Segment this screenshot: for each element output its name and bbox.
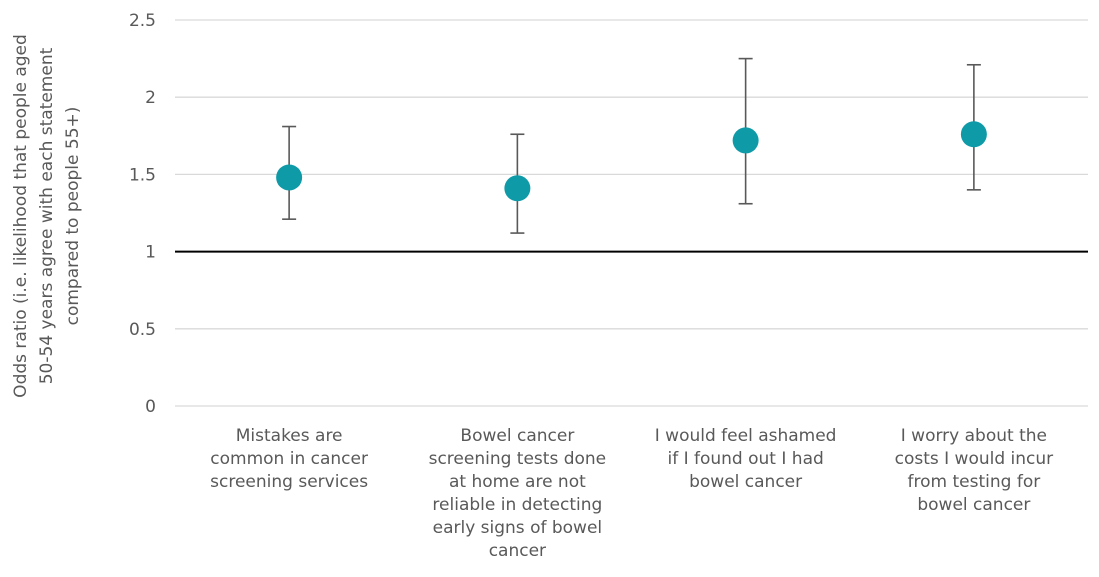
category-label-line: bowel cancer — [689, 472, 802, 492]
category-label-line: bowel cancer — [917, 495, 1030, 515]
category-label-line: from testing for — [908, 472, 1041, 492]
y-tick-label: 1 — [145, 243, 156, 263]
data-point — [732, 127, 759, 154]
x-axis-category-labels: Mistakes are common in cancer screening se… — [210, 426, 1053, 561]
category-label-line: early signs of bowel — [433, 518, 603, 538]
category-label-line: costs I would incur — [895, 449, 1054, 469]
data-points — [276, 121, 987, 202]
y-axis-title-line: Odds ratio (i.e. likelihood that people … — [11, 34, 31, 398]
y-axis-tick-labels: 0 0.5 1 1.5 2 2.5 — [129, 11, 156, 417]
data-point — [276, 164, 303, 191]
y-tick-label: 0.5 — [129, 320, 156, 340]
category-label-line: Mistakes are — [236, 426, 343, 446]
category-label-line: screening services — [210, 472, 368, 492]
y-tick-label: 2.5 — [129, 11, 156, 31]
y-axis-title-line: compared to people 55+) — [63, 107, 83, 326]
category-label-line: I would feel ashamed — [655, 426, 837, 446]
category-label-line: cancer — [489, 541, 546, 561]
category-label-line: at home are not — [449, 472, 586, 492]
data-point — [504, 175, 531, 202]
category-label-line: common in cancer — [210, 449, 368, 469]
category-label-line: Bowel cancer — [460, 426, 574, 446]
gridlines — [175, 19, 1088, 407]
category-label-line: I worry about the — [901, 426, 1047, 446]
y-axis-title-line: 50-54 years agree with each statement — [37, 47, 57, 384]
y-tick-label: 2 — [145, 88, 156, 108]
y-tick-label: 1.5 — [129, 165, 156, 185]
category-label-line: if I found out I had — [667, 449, 823, 469]
category-label-line: screening tests done — [429, 449, 607, 469]
error-bars — [282, 57, 981, 234]
y-axis-title: Odds ratio (i.e. likelihood that people … — [11, 34, 83, 398]
data-point — [960, 121, 987, 148]
category-label-line: reliable in detecting — [432, 495, 602, 515]
y-tick-label: 0 — [145, 397, 156, 417]
